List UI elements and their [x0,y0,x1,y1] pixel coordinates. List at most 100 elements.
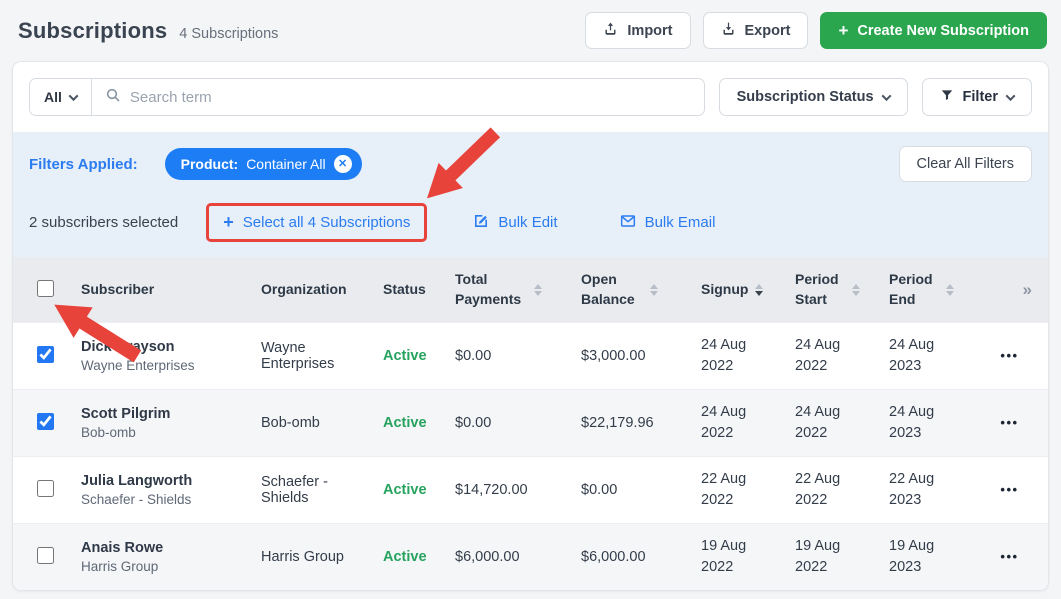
status-badge: Active [383,549,427,566]
total-payments-cell: $14,720.00 [445,456,571,524]
search-row: All Subscription Status Filter [13,62,1048,132]
column-header-organization[interactable]: Organization [251,257,373,323]
sort-icon[interactable] [946,283,954,296]
bulk-edit-link[interactable]: Bulk Edit [473,213,558,233]
page-title: Subscriptions [18,17,168,43]
filters-applied-row: Filters Applied: Product: Container All … [29,146,1032,182]
open-balance-cell: $6,000.00 [571,523,691,591]
organization-cell: Wayne Enterprises [251,322,373,390]
status-badge: Active [383,482,427,499]
subscriptions-panel: All Subscription Status Filter Filters A… [12,61,1049,592]
search-scope-dropdown[interactable]: All [30,79,92,115]
subscription-status-label: Subscription Status [736,89,874,105]
organization-cell: Bob-omb [251,389,373,457]
table-row: Dick Grayson Wayne Enterprises Wayne Ent… [13,322,1048,390]
open-balance-cell: $22,179.96 [571,389,691,457]
search-combo: All [29,78,705,116]
table-row: Julia Langworth Schaefer - Shields Schae… [13,456,1048,524]
remove-filter-icon[interactable]: ✕ [333,155,352,173]
row-checkbox[interactable] [37,412,54,430]
chevron-down-icon [881,90,891,101]
period-end-date: 24 Aug 2023 [889,337,935,375]
column-header-status[interactable]: Status [373,257,445,323]
status-badge: Active [383,348,427,365]
filter-dropdown-label: Filter [962,89,998,105]
subscriber-company: Schaefer - Shields [81,492,192,508]
funnel-icon [940,88,954,106]
filter-dropdown[interactable]: Filter [921,78,1032,116]
top-bar: Subscriptions 4 Subscriptions Import Exp… [0,0,1061,61]
sort-icon[interactable] [650,283,658,296]
subscriber-name: Dick Grayson [81,339,175,356]
signup-date: 24 Aug 2022 [701,337,747,375]
sort-icon[interactable] [852,283,860,296]
signup-date: 22 Aug 2022 [701,471,747,509]
filters-applied-label: Filters Applied: [29,155,138,173]
select-all-subscriptions-link[interactable]: + Select all 4 Subscriptions [223,213,410,232]
subscriber-name: Anais Rowe [81,540,164,557]
subscriptions-table: Subscriber Organization Status Total Pay… [13,257,1048,591]
annotation-highlight-box: + Select all 4 Subscriptions [206,203,428,242]
subscriber-company: Harris Group [81,559,159,575]
row-checkbox[interactable] [37,345,54,363]
subscriber-company: Bob-omb [81,425,136,441]
subscriber-name: Scott Pilgrim [81,406,171,423]
clear-all-filters-button[interactable]: Clear All Filters [898,146,1032,182]
search-icon [105,87,121,108]
period-end-date: 22 Aug 2023 [889,471,935,509]
column-header-period-start[interactable]: Period Start [785,257,879,323]
expand-columns-icon[interactable]: » [971,257,1048,323]
create-new-subscription-button[interactable]: + Create New Subscription [820,12,1047,49]
top-actions: Import Export + Create New Subscription [585,12,1047,49]
signup-date: 24 Aug 2022 [701,404,747,442]
search-scope-label: All [44,89,62,105]
filter-chip-value: Container All [246,156,326,172]
create-button-label: Create New Subscription [857,22,1029,39]
subscription-status-dropdown[interactable]: Subscription Status [718,78,908,116]
bulk-actions-row: 2 subscribers selected + Select all 4 Su… [29,203,1032,242]
row-checkbox[interactable] [37,546,54,564]
total-payments-cell: $0.00 [445,322,571,390]
column-header-open-balance[interactable]: Open Balance [571,257,691,323]
import-button[interactable]: Import [585,12,691,49]
status-badge: Active [383,415,427,432]
column-header-period-end[interactable]: Period End [879,257,971,323]
column-header-signup[interactable]: Signup [691,257,785,323]
total-payments-cell: $0.00 [445,389,571,457]
row-checkbox[interactable] [37,479,54,497]
signup-date: 19 Aug 2022 [701,538,747,576]
edit-pencil-icon [473,213,489,233]
more-options-icon[interactable]: ••• [1000,482,1019,498]
chevron-down-icon [1005,90,1016,101]
more-options-icon[interactable]: ••• [1000,415,1019,431]
more-options-icon[interactable]: ••• [1000,348,1019,364]
search-input[interactable] [129,88,691,106]
bulk-edit-label: Bulk Edit [498,214,558,231]
period-start-date: 24 Aug 2022 [795,404,841,442]
period-end-date: 24 Aug 2023 [889,404,935,442]
import-button-label: Import [627,22,673,39]
column-header-total-payments[interactable]: Total Payments [445,257,571,323]
subscription-count: 4 Subscriptions [179,25,279,42]
column-header-subscriber[interactable]: Subscriber [71,257,251,323]
chevron-down-icon [68,90,79,101]
select-all-checkbox[interactable] [37,279,54,297]
sort-icon[interactable] [534,283,542,296]
subscriber-name: Julia Langworth [81,473,193,490]
export-button[interactable]: Export [702,12,809,49]
title-wrap: Subscriptions 4 Subscriptions [18,18,278,44]
more-options-icon[interactable]: ••• [1000,549,1019,565]
filter-bar: Filters Applied: Product: Container All … [13,132,1048,257]
sort-icon-descending[interactable] [755,283,764,296]
table-row: Anais Rowe Harris Group Harris Group Act… [13,523,1048,591]
envelope-icon [620,213,636,233]
download-icon [721,21,736,40]
total-payments-cell: $6,000.00 [445,523,571,591]
bulk-email-link[interactable]: Bulk Email [620,213,715,233]
selected-count-text: 2 subscribers selected [29,214,179,231]
filter-chip-prefix: Product: [180,156,239,172]
export-button-label: Export [744,22,791,39]
plus-icon: + [838,21,849,40]
table-header-row: Subscriber Organization Status Total Pay… [13,257,1048,323]
period-start-date: 19 Aug 2022 [795,538,841,576]
